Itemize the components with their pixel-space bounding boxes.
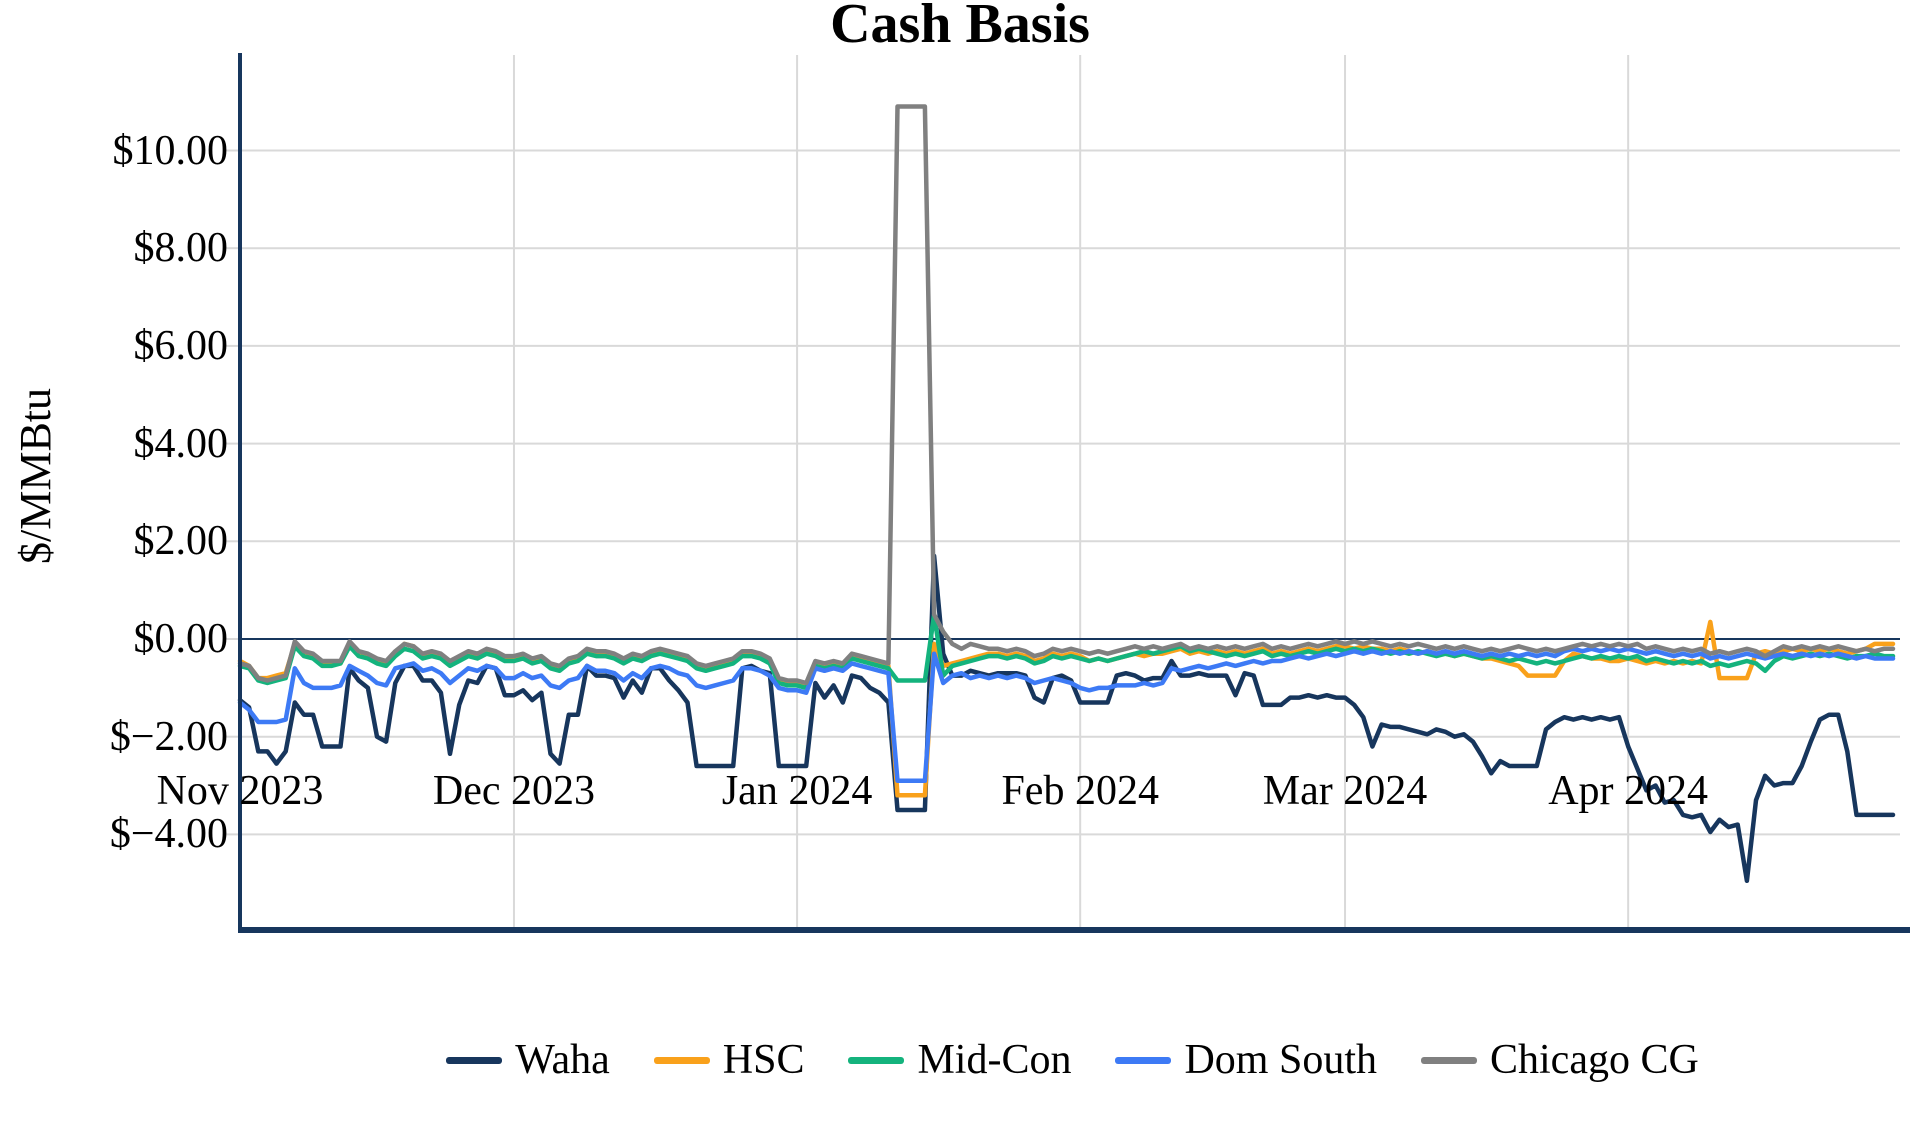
series-line-chicago-cg bbox=[237, 104, 1896, 686]
y-tick-label: $6.00 bbox=[133, 322, 229, 369]
legend-label: Chicago CG bbox=[1490, 1037, 1699, 1083]
x-tick-label: Dec 2023 bbox=[432, 768, 596, 814]
series-line-hsc bbox=[237, 619, 1896, 798]
legend-label: HSC bbox=[722, 1037, 805, 1083]
x-tick-label: Mar 2024 bbox=[1262, 768, 1428, 814]
legend-swatch bbox=[1115, 1056, 1172, 1064]
y-tick-label: $−4.00 bbox=[109, 811, 228, 858]
x-tick-label: Nov 2023 bbox=[156, 768, 324, 814]
x-tick-label: Apr 2024 bbox=[1548, 768, 1709, 814]
legend-label: Waha bbox=[515, 1037, 610, 1083]
legend-item-mid-con: Mid-Con bbox=[848, 1030, 1071, 1090]
legend-item-waha: Waha bbox=[446, 1030, 610, 1090]
x-tick-label: Jan 2024 bbox=[721, 768, 873, 814]
series-line-mid-con bbox=[237, 612, 1896, 691]
y-tick-label: $8.00 bbox=[133, 225, 229, 272]
y-tick-label: $10.00 bbox=[112, 127, 229, 174]
series-line-dom-south bbox=[237, 646, 1896, 783]
y-tick-label: $4.00 bbox=[133, 420, 229, 467]
legend-item-hsc: HSC bbox=[653, 1030, 805, 1090]
legend-item-chicago-cg: Chicago CG bbox=[1421, 1030, 1699, 1090]
x-tick-label: Feb 2024 bbox=[1001, 768, 1159, 814]
legend-swatch bbox=[446, 1056, 503, 1064]
legend-swatch bbox=[848, 1056, 905, 1064]
y-tick-label: $0.00 bbox=[133, 616, 229, 662]
legend-item-dom-south: Dom South bbox=[1115, 1030, 1377, 1090]
series-line-waha bbox=[237, 553, 1896, 884]
y-tick-label: $−2.00 bbox=[109, 713, 228, 760]
y-tick-label: $2.00 bbox=[133, 518, 229, 565]
legend: Waha HSC Mid-Con Dom South Chicago CG bbox=[240, 1028, 1905, 1092]
chart-title: Cash Basis bbox=[830, 0, 1090, 55]
legend-label: Dom South bbox=[1184, 1037, 1377, 1083]
legend-swatch bbox=[1421, 1056, 1477, 1064]
legend-label: Mid-Con bbox=[917, 1037, 1072, 1083]
legend-swatch bbox=[653, 1056, 710, 1064]
